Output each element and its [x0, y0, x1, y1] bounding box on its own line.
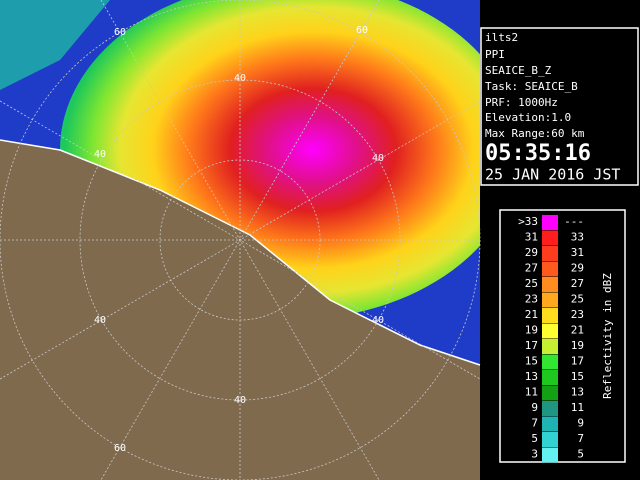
scale-high-label: 33 [571, 231, 584, 244]
scale-low-label: 3 [531, 448, 538, 461]
scale-low-label: 9 [531, 401, 538, 414]
scale-swatch [542, 447, 558, 463]
scale-swatch [542, 261, 558, 277]
scale-swatch [542, 277, 558, 292]
scale-swatch [542, 416, 558, 432]
prf: PRF: 1000Hz [485, 96, 558, 109]
product: SEAICE_B_Z [485, 64, 552, 77]
scale-high-label: 15 [571, 370, 584, 383]
range-labels: 60 60 40 40 40 40 40 40 60 [94, 25, 384, 454]
scale-high-label: 9 [577, 417, 584, 430]
scale-low-label: 21 [525, 308, 538, 321]
scale-swatch [542, 385, 558, 401]
info-panel: ilts2 PPI SEAICE_B_Z Task: SEAICE_B PRF:… [480, 27, 639, 186]
coastline [0, 139, 481, 366]
scale-low-label: >33 [518, 215, 538, 228]
scale-swatch [542, 370, 558, 385]
time: 05:35:16 [485, 141, 591, 166]
scale-high-label: 25 [571, 293, 584, 306]
scale-low-label: 15 [525, 355, 538, 368]
radar-name: ilts2 [485, 31, 518, 44]
range-label: 40 [94, 315, 106, 326]
range-label: 40 [372, 153, 384, 164]
scale-title: Reflectivity in dBZ [601, 273, 614, 399]
scale-high-label: 29 [571, 262, 584, 275]
scan-mode: PPI [485, 48, 505, 61]
scale-high-label: 27 [571, 277, 584, 290]
date: 25 JAN 2016 JST [485, 166, 620, 184]
scale-low-label: 23 [525, 293, 538, 306]
scale-high-label: 7 [577, 432, 584, 445]
scale-high-label: 21 [571, 324, 584, 337]
scale-high-label: 11 [571, 401, 584, 414]
scale-high-label: 5 [577, 448, 584, 461]
scale-swatch [542, 230, 558, 246]
range-rings [0, 0, 481, 480]
scale-low-label: 19 [525, 324, 538, 337]
scale-swatch [542, 401, 558, 416]
scale-low-label: 7 [531, 417, 538, 430]
color-scale: Reflectivity in dBZ >33 --- 31 33 29 31 27 29 25… [499, 209, 626, 463]
scale-low-label: 13 [525, 370, 538, 383]
scale-swatch [542, 323, 558, 339]
range-label: 40 [372, 315, 384, 326]
scale-low-label: 5 [531, 432, 538, 445]
range-label: 40 [94, 149, 106, 160]
scale-swatch [542, 246, 558, 261]
range-label: 40 [234, 73, 246, 84]
scale-swatch [542, 292, 558, 308]
max-range: Max Range:60 km [485, 127, 585, 140]
scale-low-label: 27 [525, 262, 538, 275]
scale-high-label: 31 [571, 246, 584, 259]
range-label: 60 [114, 27, 126, 38]
scale-low-label: 29 [525, 246, 538, 259]
scale-swatch [542, 354, 558, 370]
scale-low-label: 31 [525, 231, 538, 244]
scale-low-label: 11 [525, 386, 538, 399]
range-label: 60 [356, 25, 368, 36]
scale-swatch [542, 432, 558, 447]
scale-swatch [542, 308, 558, 323]
scale-high-label: --- [564, 215, 584, 228]
scale-swatch [542, 339, 558, 354]
elevation: Elevation:1.0 [485, 111, 571, 124]
task: Task: SEAICE_B [485, 80, 578, 93]
scale-high-label: 17 [571, 355, 584, 368]
map-area: 60 60 40 40 40 40 40 40 60 [0, 0, 481, 480]
scale-low-label: 25 [525, 277, 538, 290]
scale-high-label: 19 [571, 339, 584, 352]
scale-high-label: 23 [571, 308, 584, 321]
range-label: 40 [234, 395, 246, 406]
range-label: 60 [114, 443, 126, 454]
scale-low-label: 17 [525, 339, 538, 352]
scale-swatch [542, 215, 558, 230]
scale-high-label: 13 [571, 386, 584, 399]
